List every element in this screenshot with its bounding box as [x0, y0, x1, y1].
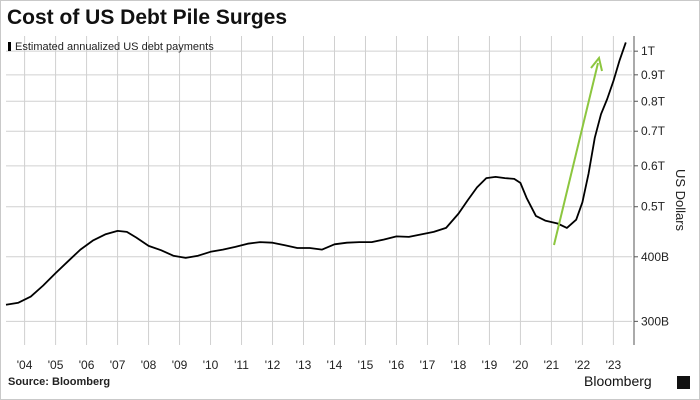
x-tick-label: '20 [513, 358, 529, 372]
x-tick-label: '11 [234, 358, 249, 372]
x-tick-label: '15 [358, 358, 374, 372]
y-tick-label: 0.9T [641, 68, 666, 82]
y-tick-label: 400B [641, 250, 669, 264]
x-tick-label: '23 [606, 358, 622, 372]
x-tick-label: '13 [296, 358, 312, 372]
y-tick-label: 1T [641, 44, 656, 58]
brand-badge-icon [677, 376, 690, 389]
y-tick-label: 0.5T [641, 200, 666, 214]
x-axis-ticks: '04 '05 '06 '07 '08 '09 '10 '11 '12 '13 '14 '15 '16 '… [17, 358, 622, 372]
y-tick-label: 0.7T [641, 124, 666, 138]
x-tick-label: '21 [544, 358, 560, 372]
x-tick-label: '19 [482, 358, 498, 372]
x-tick-label: '18 [451, 358, 467, 372]
x-tick-label: '17 [420, 358, 436, 372]
y-tick-label: 300B [641, 314, 669, 328]
y-tick-label: 0.6T [641, 159, 666, 173]
trend-arrow-shaft [553, 62, 599, 246]
x-tick-label: '08 [141, 358, 157, 372]
x-tick-label: '06 [79, 358, 95, 372]
series-line-debt-payments [5, 42, 627, 306]
x-tick-label: '14 [327, 358, 343, 372]
legend-label: Estimated annualized US debt payments [15, 41, 214, 53]
x-tick-label: '07 [110, 358, 126, 372]
x-tick-label: '10 [203, 358, 219, 372]
legend-swatch [8, 42, 11, 51]
x-tick-label: '04 [17, 358, 33, 372]
chart-title: Cost of US Debt Pile Surges [7, 6, 288, 29]
trend-arrow-head [590, 55, 603, 72]
x-tick-label: '16 [389, 358, 405, 372]
x-tick-label: '12 [265, 358, 281, 372]
source-note: Source: Bloomberg [8, 376, 111, 388]
x-tick-label: '09 [172, 358, 188, 372]
x-tick-label: '05 [48, 358, 64, 372]
y-axis-title: US Dollars [673, 169, 688, 232]
trend-arrow [553, 55, 603, 246]
gridlines [6, 36, 632, 345]
x-tick-label: '22 [575, 358, 591, 372]
brand-logo-text: Bloomberg [584, 373, 652, 389]
y-axis-ticks: 300B 400B 0.5T 0.6T 0.7T 0.8T 0.9T 1T [634, 44, 669, 328]
y-tick-label: 0.8T [641, 94, 666, 108]
